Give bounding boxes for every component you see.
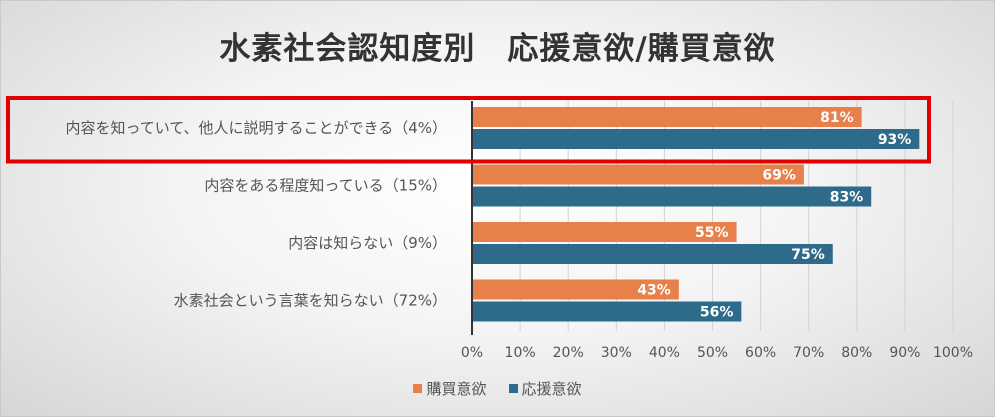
bar-purchase: [472, 222, 737, 242]
x-tick-label: 10%: [505, 345, 536, 361]
category-label: 内容をある程度知っている（15%）: [204, 177, 447, 195]
x-tick-label: 40%: [649, 345, 680, 361]
category-label: 内容を知っていて、他人に説明することができる（4%）: [65, 119, 447, 137]
legend-item-purchase: 購買意欲: [413, 378, 487, 399]
legend-swatch-purchase: [413, 384, 423, 393]
x-tick-label: 90%: [889, 345, 920, 361]
bar-value-label: 55%: [695, 225, 729, 241]
legend: 購買意欲 応援意欲: [1, 378, 994, 399]
chart-title: 水素社会認知度別 応援意欲/購買意欲: [219, 31, 776, 67]
x-tick-label: 70%: [793, 345, 824, 361]
bar-value-label: 75%: [791, 247, 825, 263]
legend-label-purchase: 購買意欲: [426, 380, 487, 398]
category-label: 水素社会という言葉を知らない（72%）: [174, 292, 447, 310]
bar-purchase: [472, 107, 862, 127]
legend-item-support: 応援意欲: [508, 378, 582, 399]
bar-support: [472, 186, 872, 207]
bar-value-label: 83%: [830, 190, 864, 206]
x-tick-label: 20%: [553, 345, 584, 361]
x-tick-label: 0%: [461, 345, 483, 361]
legend-swatch-support: [508, 384, 518, 393]
legend-label-support: 応援意欲: [521, 380, 582, 398]
x-tick-label: 60%: [745, 345, 776, 361]
bar-value-label: 69%: [762, 168, 796, 184]
bar-support: [472, 301, 742, 322]
bar-value-label: 43%: [637, 283, 671, 299]
highlight-box: [6, 96, 931, 164]
bar-value-label: 81%: [820, 110, 854, 126]
x-tick-label: 100%: [933, 345, 973, 361]
bar-value-label: 93%: [878, 132, 912, 148]
bar-purchase: [472, 279, 679, 300]
category-label: 内容は知らない（9%）: [288, 234, 447, 252]
bar-support: [472, 129, 920, 149]
x-tick-label: 30%: [601, 345, 632, 361]
bar-purchase: [472, 164, 804, 185]
x-tick-label: 80%: [841, 345, 872, 361]
bar-value-label: 56%: [700, 305, 734, 321]
x-tick-label: 50%: [697, 345, 728, 361]
bar-support: [472, 244, 833, 264]
